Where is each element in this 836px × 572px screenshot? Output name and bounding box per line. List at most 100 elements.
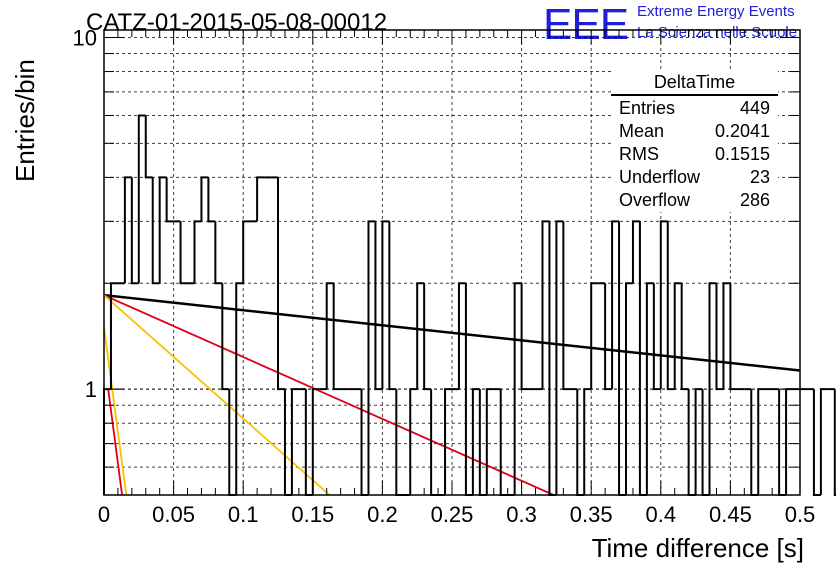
stats-label: RMS [619,144,659,164]
tick-marks [103,30,801,496]
stats-value: 449 [739,98,770,118]
histogram-bin [833,389,836,496]
stats-value: 286 [739,190,770,210]
histogram-bin [680,283,689,391]
histogram-bin [513,282,522,495]
histogram-bin [277,177,285,391]
x-axis-label: Time difference [s] [591,533,804,563]
y-tick-label: 10 [73,25,97,50]
stats-row-mean: Mean 0.2041 [611,120,778,143]
histogram-bin [666,221,675,391]
stats-row-rms: RMS 0.1515 [611,143,778,166]
histogram-bin [256,176,265,222]
histogram-bin [708,282,717,495]
histogram-bin [137,114,146,284]
histogram-bin [416,282,425,390]
stats-label: Entries [619,98,676,118]
histogram-bin [694,388,703,495]
histogram-bin [548,221,557,496]
histogram-bin [457,282,466,390]
histogram-bin [242,220,251,284]
fit-line [103,327,128,496]
histogram-bin [193,220,202,284]
histogram-bin [812,389,821,496]
x-tick-label: 0.5 [785,502,816,527]
histogram-bin [471,388,480,495]
histogram-bin [409,388,418,495]
histogram-bin [367,220,376,495]
stats-label: Overflow [619,190,691,210]
x-tick-label: 0.05 [152,502,195,527]
stats-value: 23 [749,167,770,187]
histogram-bin [165,177,174,223]
histogram-bin [207,177,216,223]
histogram-bin [715,283,724,391]
histogram-bin [388,221,397,391]
histogram-bin [158,176,167,284]
histogram-bin [757,388,766,495]
stats-row-underflow: Underflow 23 [611,166,778,189]
x-tick-label: 0.3 [506,502,537,527]
stats-row-overflow: Overflow 286 [611,189,778,212]
x-tick-label: 0.45 [709,502,752,527]
stats-box-title: DeltaTime [611,70,778,96]
histogram-bin [583,388,592,495]
histogram-bin [381,220,390,390]
x-tick-label: 0.2 [367,502,398,527]
fit-line [103,294,331,496]
histogram-bin [332,283,341,391]
logo-line-1: Extreme Energy Events [637,3,795,20]
histogram-bin [179,221,188,285]
chart-title: CATZ-01-2015-05-08-00012 [86,9,388,36]
histogram-bin [819,388,828,495]
histogram-bin [290,388,299,495]
x-tick-label: 0.35 [570,502,613,527]
histogram-bin [214,221,223,285]
logo-line-2: La Scienza nelle Scuole [637,24,798,41]
histogram-bin [485,388,494,495]
fit-line [103,293,801,372]
histogram-bin [625,282,633,495]
tick-labels: 0 0.05 0.1 0.15 0.2 0.25 0.3 0.35 0.4 0.45 0.5 1 10 [73,25,816,527]
histogram-bin [541,220,550,390]
stats-label: Mean [619,121,665,141]
histogram-bin [144,115,153,179]
fit-line [107,389,123,496]
histogram-bin [673,282,682,390]
histogram-bin [374,221,383,391]
stats-value: 0.2041 [714,121,770,141]
histogram-bin [590,282,599,390]
stats-box: DeltaTime Entries 449 Mean 0.2041 RMS 0.… [611,70,778,212]
histogram-bin [520,283,529,391]
x-tick-label: 0.4 [646,502,677,527]
histogram-bin [123,176,132,284]
histogram-bin [444,388,452,495]
histogram-bin [325,282,334,390]
fit-line [103,294,554,496]
histogram-bin [200,176,209,222]
histogram-bin [611,220,620,390]
x-tick-label: 0 [98,502,110,527]
histogram-bin [311,388,320,495]
histogram-bin [659,220,668,390]
histogram-bin [423,283,432,391]
stats-value: 0.1515 [714,144,770,164]
histogram-bin [555,220,564,495]
x-tick-label: 0.1 [228,502,259,527]
histogram-bin [130,177,139,285]
histogram-bin [618,221,626,496]
x-tick-label: 0.15 [291,502,334,527]
stats-label: Underflow [619,167,701,187]
histogram-bin [235,282,244,495]
histogram-bin [729,283,738,391]
histogram-bin [638,221,647,496]
histogram-bin [645,282,654,495]
histogram-bin [652,283,661,391]
y-tick-label: 1 [85,377,97,402]
histogram-bin [151,177,160,285]
x-tick-label: 0.25 [431,502,474,527]
histogram-bin [722,282,731,390]
stats-row-entries: Entries 449 [611,97,778,120]
histogram-bin [604,283,613,391]
